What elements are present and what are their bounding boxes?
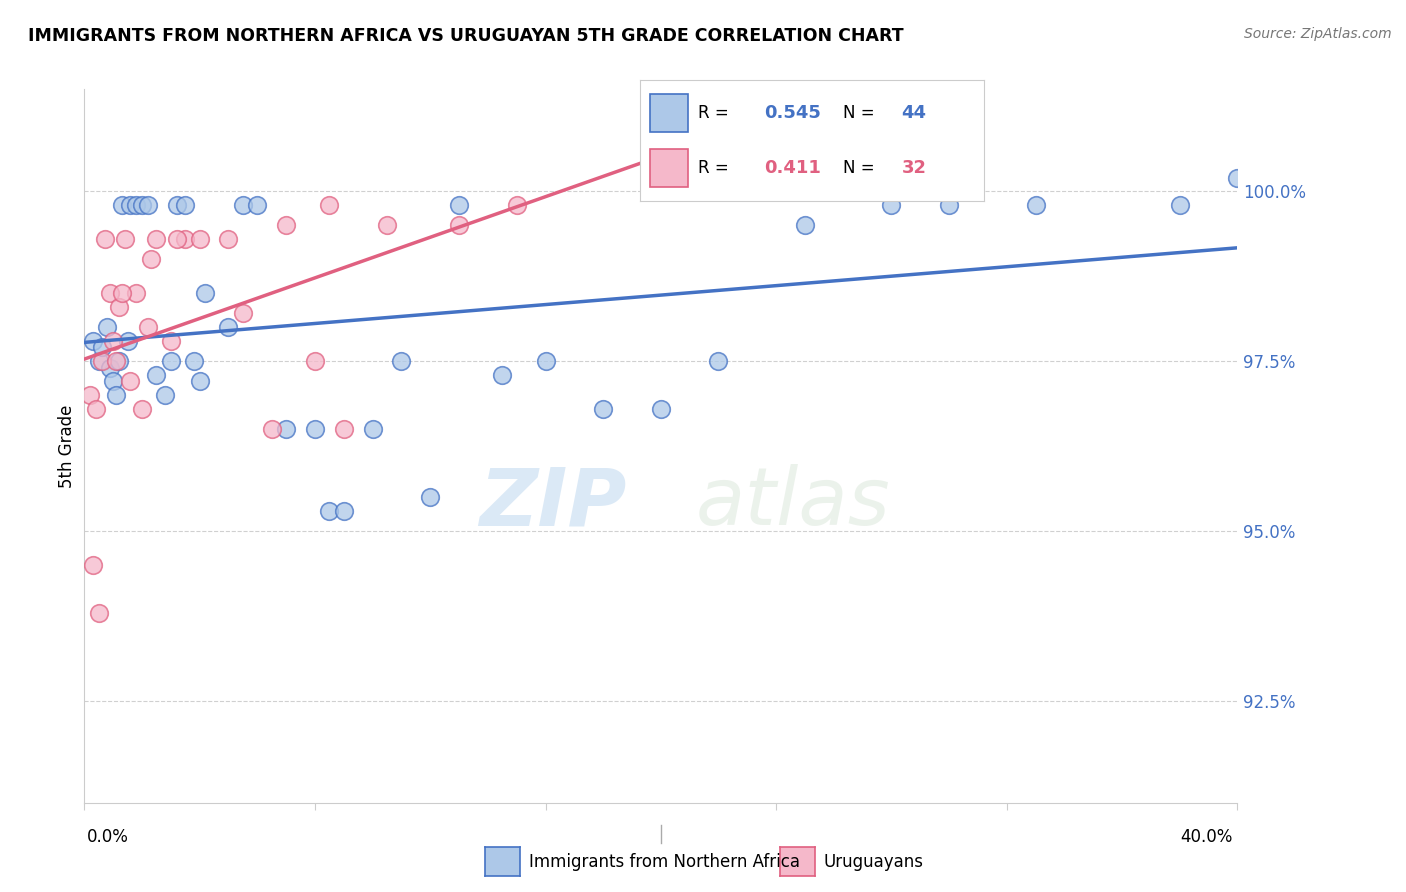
Point — [96, 320, 118, 334]
Point — [125, 198, 148, 212]
Text: 40.0%: 40.0% — [1181, 828, 1233, 846]
Point — [318, 503, 340, 517]
Point — [111, 286, 134, 301]
Point — [1025, 198, 1047, 212]
FancyBboxPatch shape — [650, 149, 688, 187]
Text: ZIP: ZIP — [479, 464, 626, 542]
Point — [136, 198, 159, 212]
Text: Immigrants from Northern Africa: Immigrants from Northern Africa — [529, 853, 800, 871]
Point — [108, 300, 131, 314]
Point — [131, 198, 153, 212]
Point — [166, 232, 188, 246]
Point — [391, 354, 413, 368]
Point — [103, 375, 125, 389]
Text: 32: 32 — [901, 159, 927, 178]
Point — [160, 354, 183, 368]
Point — [145, 232, 167, 246]
Point — [938, 198, 960, 212]
Point — [218, 320, 240, 334]
Point — [375, 218, 398, 232]
Point — [125, 286, 148, 301]
Point — [153, 388, 176, 402]
Point — [90, 354, 112, 368]
Point — [534, 354, 557, 368]
Point — [84, 401, 107, 416]
Point — [794, 218, 817, 232]
Point — [120, 198, 142, 212]
Point — [333, 422, 356, 436]
Text: IMMIGRANTS FROM NORTHERN AFRICA VS URUGUAYAN 5TH GRADE CORRELATION CHART: IMMIGRANTS FROM NORTHERN AFRICA VS URUGU… — [28, 27, 904, 45]
Text: 0.0%: 0.0% — [87, 828, 129, 846]
Point — [449, 218, 471, 232]
Point — [103, 334, 125, 348]
Point — [333, 503, 356, 517]
Point — [188, 232, 211, 246]
Point — [90, 341, 112, 355]
Point — [160, 334, 183, 348]
Point — [194, 286, 217, 301]
Text: N =: N = — [844, 103, 880, 122]
Text: 0.411: 0.411 — [763, 159, 821, 178]
Point — [82, 558, 104, 572]
Point — [276, 422, 298, 436]
Point — [166, 198, 188, 212]
Point — [136, 320, 159, 334]
Point — [145, 368, 167, 382]
Point — [232, 306, 254, 320]
Point — [592, 401, 614, 416]
Point — [105, 388, 128, 402]
Point — [1226, 170, 1249, 185]
Point — [105, 354, 128, 368]
Point — [361, 422, 384, 436]
Point — [188, 375, 211, 389]
Point — [87, 354, 110, 368]
Text: 0.545: 0.545 — [763, 103, 821, 122]
Point — [98, 286, 121, 301]
Text: 44: 44 — [901, 103, 927, 122]
Point — [419, 490, 441, 504]
Point — [79, 388, 101, 402]
FancyBboxPatch shape — [650, 94, 688, 132]
Point — [183, 354, 205, 368]
Point — [304, 354, 326, 368]
Point — [506, 198, 529, 212]
Point — [111, 198, 134, 212]
Point — [174, 232, 197, 246]
Text: N =: N = — [844, 159, 880, 178]
Point — [318, 198, 340, 212]
Point — [232, 198, 254, 212]
Point — [82, 334, 104, 348]
Text: Uruguayans: Uruguayans — [824, 853, 924, 871]
Point — [108, 354, 131, 368]
Point — [650, 401, 672, 416]
Point — [276, 218, 298, 232]
Point — [87, 606, 110, 620]
Point — [114, 232, 136, 246]
Point — [491, 368, 513, 382]
Point — [174, 198, 197, 212]
Point — [1168, 198, 1191, 212]
Text: Source: ZipAtlas.com: Source: ZipAtlas.com — [1244, 27, 1392, 41]
Point — [139, 252, 162, 266]
Y-axis label: 5th Grade: 5th Grade — [58, 404, 76, 488]
Point — [304, 422, 326, 436]
Text: atlas: atlas — [696, 464, 890, 542]
Text: R =: R = — [699, 159, 734, 178]
Point — [218, 232, 240, 246]
Point — [707, 354, 730, 368]
Point — [449, 198, 471, 212]
Point — [120, 375, 142, 389]
Point — [93, 232, 115, 246]
Text: R =: R = — [699, 103, 734, 122]
Point — [260, 422, 283, 436]
Point — [880, 198, 903, 212]
Point — [246, 198, 269, 212]
Point — [117, 334, 139, 348]
Point — [131, 401, 153, 416]
Point — [98, 360, 121, 375]
